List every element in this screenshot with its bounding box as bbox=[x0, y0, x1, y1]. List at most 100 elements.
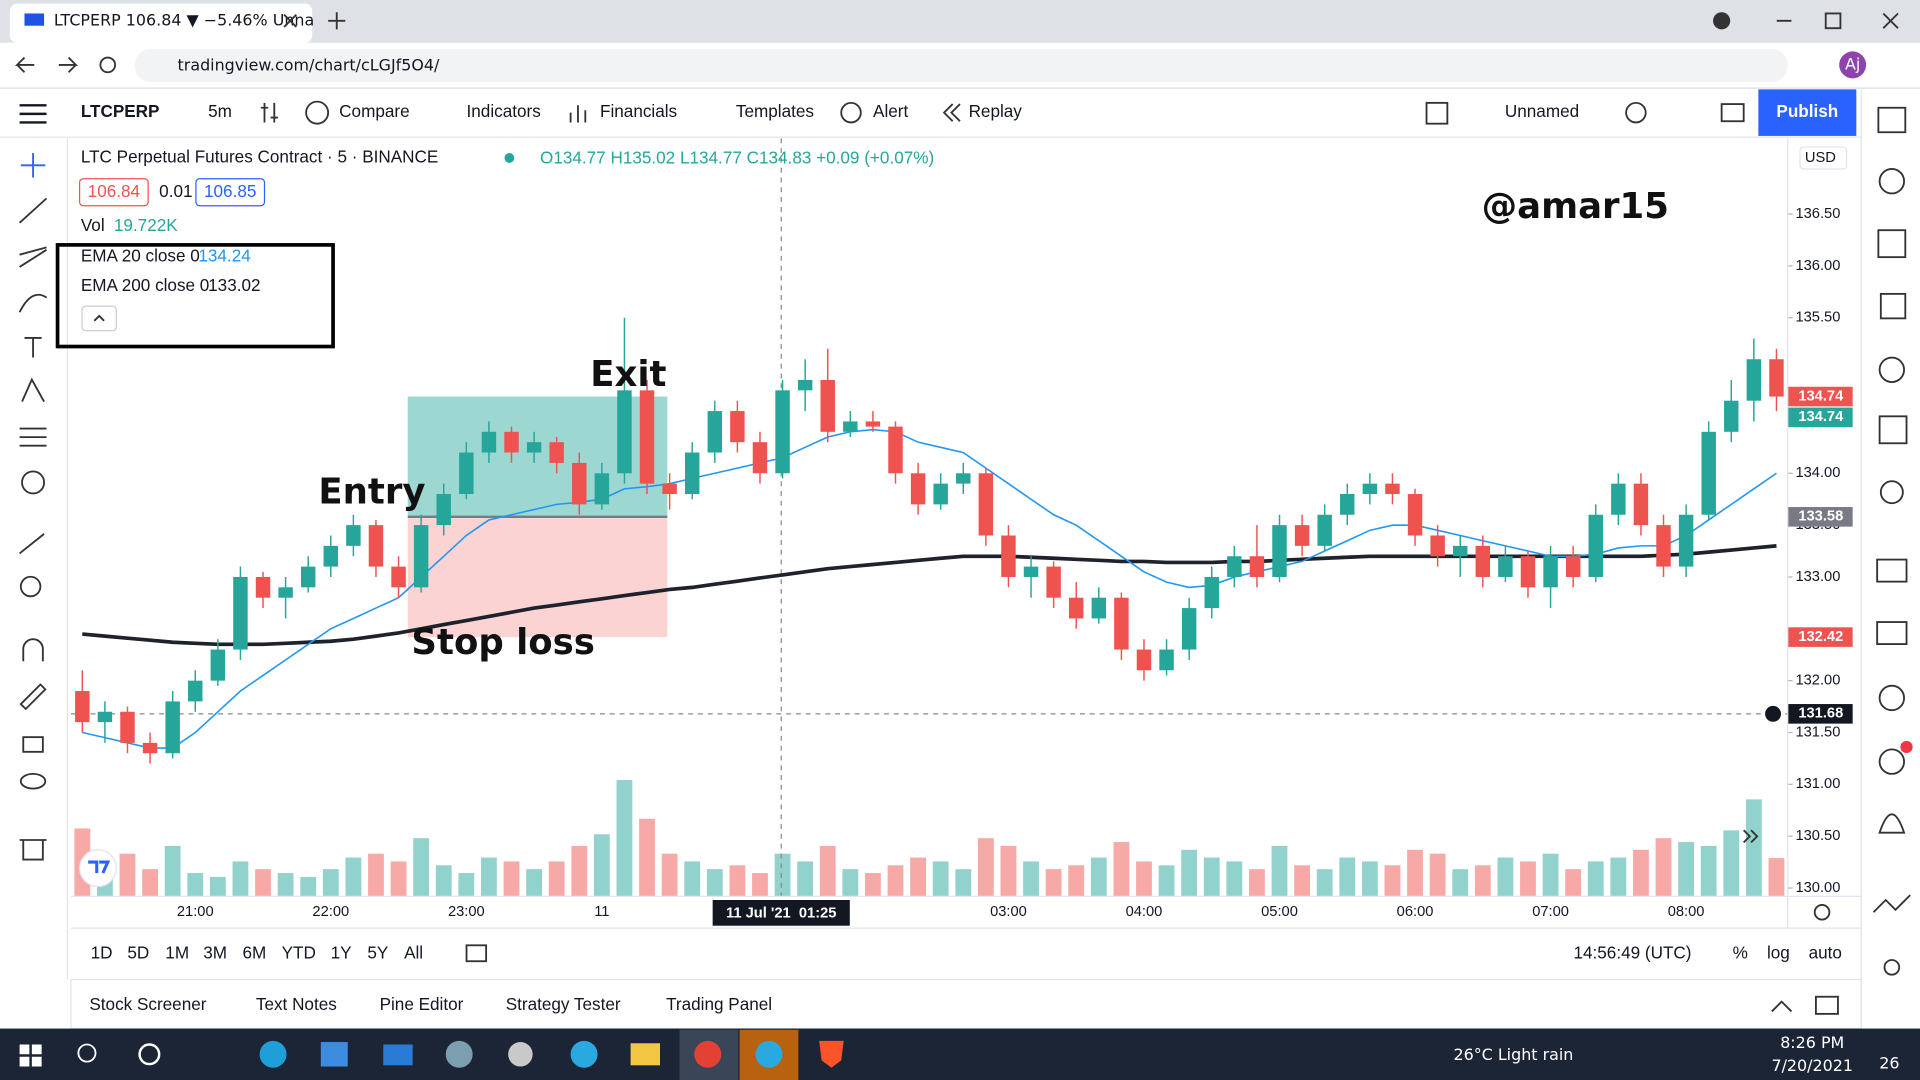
toolbar-item[interactable]: Financials bbox=[600, 101, 677, 121]
bottom-tab[interactable]: Text Notes bbox=[256, 994, 337, 1014]
publish-label: Publish bbox=[1776, 101, 1838, 121]
candle-body bbox=[1114, 597, 1129, 650]
candle-body bbox=[910, 473, 926, 505]
interval[interactable]: 5m bbox=[208, 101, 232, 121]
nav-buttons[interactable] bbox=[14, 56, 79, 73]
scale-option[interactable]: auto bbox=[1809, 942, 1842, 962]
volume-bar bbox=[1090, 857, 1107, 897]
toolbar-item[interactable]: Compare bbox=[339, 101, 409, 121]
publish-button[interactable] bbox=[1758, 89, 1857, 136]
omnibox[interactable] bbox=[134, 48, 1788, 83]
profile-menu[interactable] bbox=[1713, 12, 1731, 30]
ema20-label: EMA 20 close 0 bbox=[81, 246, 200, 266]
toolbar-item[interactable]: Indicators bbox=[467, 101, 541, 121]
candle-body bbox=[233, 576, 248, 650]
ema20-value: 134.24 bbox=[198, 246, 251, 266]
cortana[interactable] bbox=[138, 1043, 161, 1066]
volume-bar bbox=[1384, 865, 1401, 897]
candle-body bbox=[662, 483, 677, 495]
window-controls[interactable] bbox=[1776, 12, 1899, 30]
candle-body bbox=[391, 566, 406, 588]
new-tab[interactable] bbox=[328, 12, 346, 30]
volume-bar bbox=[1655, 838, 1672, 897]
axis-settings[interactable] bbox=[1813, 903, 1831, 921]
candle-body bbox=[1159, 649, 1174, 671]
candle-body bbox=[1452, 545, 1468, 557]
notification-dot bbox=[1900, 740, 1913, 754]
volume-bar bbox=[1000, 845, 1017, 897]
y-tick-label: 131.00 bbox=[1795, 776, 1840, 792]
annotation: @amar15 bbox=[1482, 186, 1669, 227]
weather[interactable]: 26°C Light rain bbox=[1453, 1045, 1573, 1064]
candle-body bbox=[1475, 545, 1491, 577]
taskbar-date[interactable]: 7/20/2021 bbox=[1771, 1056, 1853, 1075]
snapshot[interactable] bbox=[1720, 103, 1745, 123]
taskbar bbox=[0, 1028, 1920, 1080]
taskbar-apps[interactable] bbox=[259, 1029, 844, 1080]
y-tick-label: 130.50 bbox=[1795, 828, 1840, 844]
panel-maximize[interactable] bbox=[1815, 995, 1839, 1015]
bottom-tab[interactable]: Trading Panel bbox=[666, 994, 772, 1014]
candle-body bbox=[210, 649, 226, 681]
drawing-tools[interactable] bbox=[18, 153, 48, 861]
symbol[interactable]: LTCPERP bbox=[81, 101, 160, 121]
bottom-tab[interactable]: Pine Editor bbox=[380, 994, 464, 1014]
right-sidebar[interactable] bbox=[1872, 106, 1911, 976]
bid-box[interactable] bbox=[78, 178, 149, 207]
currency-box[interactable] bbox=[1799, 146, 1848, 170]
x-tick-label: 23:00 bbox=[448, 904, 485, 920]
layout-button[interactable] bbox=[1425, 101, 1449, 125]
scroll-right[interactable] bbox=[1743, 829, 1759, 844]
tab[interactable] bbox=[9, 3, 313, 43]
crosshair-plus[interactable] bbox=[1763, 704, 1783, 724]
y-tick-label: 130.00 bbox=[1795, 880, 1840, 896]
toolbar-item[interactable]: Alert bbox=[873, 101, 908, 121]
taskbar-time[interactable]: 8:26 PM bbox=[1780, 1033, 1844, 1052]
panel-toggle[interactable] bbox=[1771, 1000, 1793, 1013]
timeframe[interactable]: All bbox=[404, 942, 423, 962]
search[interactable] bbox=[77, 1043, 97, 1063]
candle-body bbox=[707, 411, 723, 453]
price-label: 134.74 bbox=[1798, 388, 1844, 404]
volume-bar bbox=[1429, 853, 1446, 897]
date-range[interactable] bbox=[465, 944, 488, 963]
scale-option[interactable]: log bbox=[1767, 942, 1790, 962]
layout-name[interactable]: Unnamed bbox=[1505, 101, 1579, 121]
market-status bbox=[504, 153, 515, 163]
timeframe[interactable]: 5Y bbox=[367, 942, 389, 962]
toolbar-item[interactable]: Replay bbox=[969, 101, 1023, 121]
chart-type[interactable] bbox=[260, 102, 278, 123]
timeframe[interactable]: 6M bbox=[242, 942, 266, 962]
collapse-button[interactable] bbox=[81, 305, 117, 332]
annotation: Stop loss bbox=[411, 622, 595, 663]
bottom-tab[interactable]: Stock Screener bbox=[89, 994, 206, 1014]
timeframe[interactable]: 1Y bbox=[331, 942, 353, 962]
tab-strip bbox=[0, 0, 1920, 43]
ema200-line bbox=[82, 544, 1777, 647]
timeframe[interactable]: 1D bbox=[91, 942, 113, 962]
timeframe[interactable]: 5D bbox=[127, 942, 149, 962]
volume-bar bbox=[1226, 861, 1243, 897]
tab-close[interactable] bbox=[283, 14, 297, 28]
timeframe[interactable]: YTD bbox=[282, 942, 316, 962]
timeframe[interactable]: 1M bbox=[165, 942, 189, 962]
chart-pane[interactable] bbox=[71, 138, 1788, 897]
volume-bar bbox=[368, 853, 384, 897]
candle-body bbox=[843, 421, 858, 432]
ask-box[interactable] bbox=[195, 178, 266, 207]
scale-option[interactable]: % bbox=[1733, 942, 1748, 962]
candle-body bbox=[1340, 494, 1355, 515]
start-button[interactable] bbox=[19, 1044, 42, 1067]
avatar[interactable] bbox=[1839, 51, 1867, 79]
reload[interactable] bbox=[99, 56, 117, 74]
candle-body bbox=[165, 701, 180, 754]
timeframe[interactable]: 3M bbox=[203, 942, 227, 962]
bottom-tab[interactable]: Strategy Tester bbox=[506, 994, 621, 1014]
annotation: Exit bbox=[590, 354, 666, 395]
replay-icon bbox=[942, 103, 961, 122]
toolbar-item[interactable]: Templates bbox=[736, 101, 814, 121]
menu-button[interactable] bbox=[19, 104, 47, 124]
volume-bar bbox=[1700, 845, 1717, 897]
settings[interactable] bbox=[1625, 101, 1647, 124]
notification-count[interactable]: 26 bbox=[1879, 1054, 1899, 1073]
